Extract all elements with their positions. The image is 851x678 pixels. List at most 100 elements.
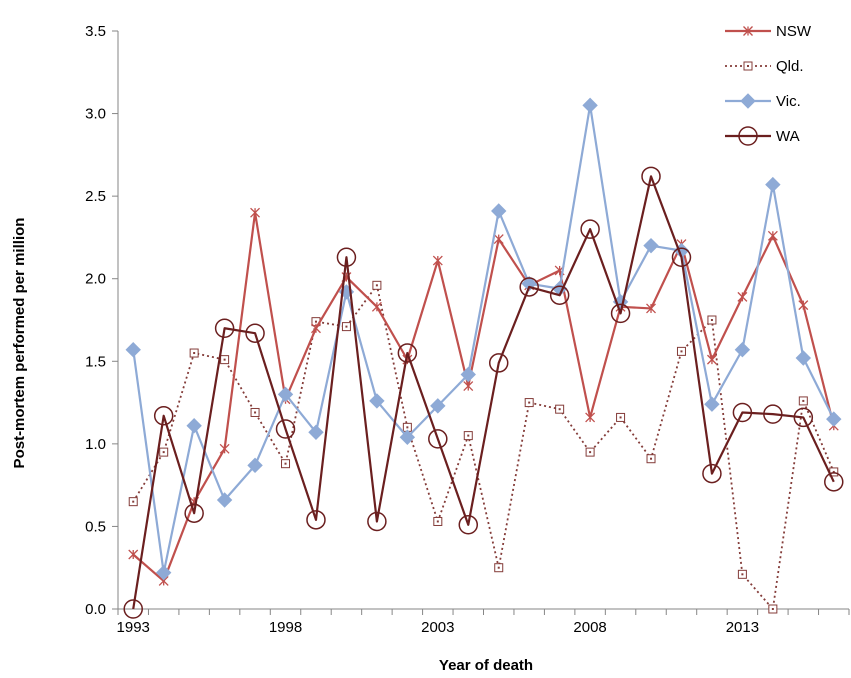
- data-point-wa: [488, 353, 509, 373]
- data-point-wa: [793, 407, 814, 428]
- legend-item-wa: WA: [725, 126, 800, 146]
- data-point-wa: [641, 166, 661, 187]
- legend-marker-nsw: [743, 26, 753, 36]
- square-marker-dot: [314, 320, 317, 323]
- series-line-nsw: [132, 211, 835, 583]
- legend-item-nsw: NSW: [725, 23, 812, 40]
- data-point-nsw: [128, 549, 139, 560]
- data-point-vic: [430, 398, 446, 414]
- data-point-nsw: [646, 303, 656, 314]
- data-point-nsw: [493, 234, 504, 245]
- x-axis-title: Year of death: [439, 657, 533, 674]
- data-point-wa: [610, 303, 631, 324]
- data-point-wa: [671, 247, 692, 267]
- data-point-vic: [247, 457, 263, 474]
- series-nsw: [128, 207, 839, 586]
- data-point-qld: [585, 447, 595, 457]
- data-point-vic: [155, 564, 172, 581]
- data-point-wa: [153, 406, 174, 426]
- data-point-qld: [250, 407, 260, 417]
- data-point-qld: [341, 322, 351, 332]
- data-point-qld: [768, 604, 778, 614]
- data-point-vic: [369, 393, 385, 409]
- y-axis-title: Post-mortem performed per million: [11, 218, 28, 469]
- legend: NSW Qld. Vic. WA: [725, 23, 812, 146]
- x-tick-label: 2013: [726, 619, 759, 636]
- data-point-qld: [128, 497, 138, 507]
- data-point-wa: [458, 515, 479, 535]
- data-point-qld: [555, 404, 565, 414]
- y-tick-label: 3.5: [85, 23, 106, 40]
- data-point-wa: [367, 511, 387, 532]
- series-line-wa: [132, 175, 835, 610]
- square-marker-dot: [832, 470, 835, 473]
- x-tick-label: 2003: [421, 619, 454, 636]
- data-point-wa: [214, 318, 235, 339]
- square-marker-dot: [375, 284, 378, 287]
- data-point-vic: [795, 350, 812, 366]
- data-point-wa: [580, 219, 600, 239]
- data-point-qld: [281, 459, 291, 469]
- square-marker-dot: [345, 325, 348, 328]
- data-point-vic: [308, 424, 324, 441]
- square-marker-dot: [193, 352, 196, 355]
- square-marker-dot: [747, 65, 749, 67]
- data-point-wa: [184, 503, 204, 523]
- square-marker-dot: [589, 451, 592, 454]
- data-point-vic: [582, 97, 598, 114]
- data-point-qld: [372, 280, 382, 290]
- square-marker-dot: [436, 520, 439, 523]
- square-marker-dot: [284, 462, 287, 465]
- square-marker-dot: [162, 451, 165, 454]
- data-point-qld: [646, 454, 656, 464]
- y-tick-label: 1.5: [85, 353, 106, 370]
- data-point-wa: [824, 472, 844, 492]
- data-point-vic: [460, 366, 476, 383]
- data-point-wa: [763, 404, 783, 424]
- data-point-nsw: [219, 443, 230, 454]
- legend-label-nsw: NSW: [776, 23, 812, 40]
- legend-marker-qld: [743, 61, 753, 71]
- data-point-nsw: [737, 291, 748, 302]
- square-marker-dot: [741, 573, 744, 576]
- data-point-vic: [216, 492, 233, 508]
- square-marker-dot: [619, 416, 622, 419]
- data-point-qld: [676, 346, 686, 356]
- square-marker-dot: [650, 457, 653, 460]
- data-point-wa: [245, 323, 265, 343]
- legend-label-wa: WA: [776, 128, 800, 145]
- y-tick-label: 1.0: [85, 436, 106, 453]
- data-point-wa: [397, 343, 418, 363]
- square-marker-dot: [223, 358, 226, 361]
- data-point-vic: [704, 396, 720, 412]
- series-vic: [125, 97, 842, 581]
- series-qld: [128, 280, 839, 614]
- square-marker-dot: [528, 401, 531, 404]
- series-line-vic: [132, 104, 835, 574]
- data-point-nsw: [311, 323, 321, 334]
- data-point-qld: [494, 563, 504, 573]
- data-point-wa: [519, 277, 539, 297]
- data-point-vic: [277, 386, 294, 403]
- x-tick-label: 1998: [269, 619, 302, 636]
- data-point-qld: [159, 447, 169, 457]
- data-point-qld: [220, 355, 230, 365]
- data-point-vic: [643, 237, 659, 254]
- data-point-wa: [275, 419, 296, 439]
- square-marker-dot: [680, 350, 683, 353]
- axes: 0.0 0.5 1.0 1.5 2.0 2.5 3.0 3.5 1993 1998 2003 2008…: [85, 23, 850, 636]
- y-tick-label: 2.0: [85, 271, 106, 288]
- data-point-qld: [737, 569, 747, 579]
- data-point-vic: [399, 429, 416, 445]
- y-tick-label: 3.0: [85, 106, 106, 123]
- legend-item-qld: Qld.: [725, 58, 804, 75]
- data-point-wa: [428, 429, 448, 449]
- square-marker-dot: [802, 399, 805, 402]
- data-point-vic: [826, 411, 842, 427]
- square-marker-dot: [771, 608, 774, 610]
- data-point-vic: [186, 417, 202, 434]
- data-point-wa: [336, 247, 357, 267]
- x-tick-label: 1993: [117, 619, 150, 636]
- data-point-vic: [734, 342, 751, 358]
- data-point-vic: [765, 176, 781, 193]
